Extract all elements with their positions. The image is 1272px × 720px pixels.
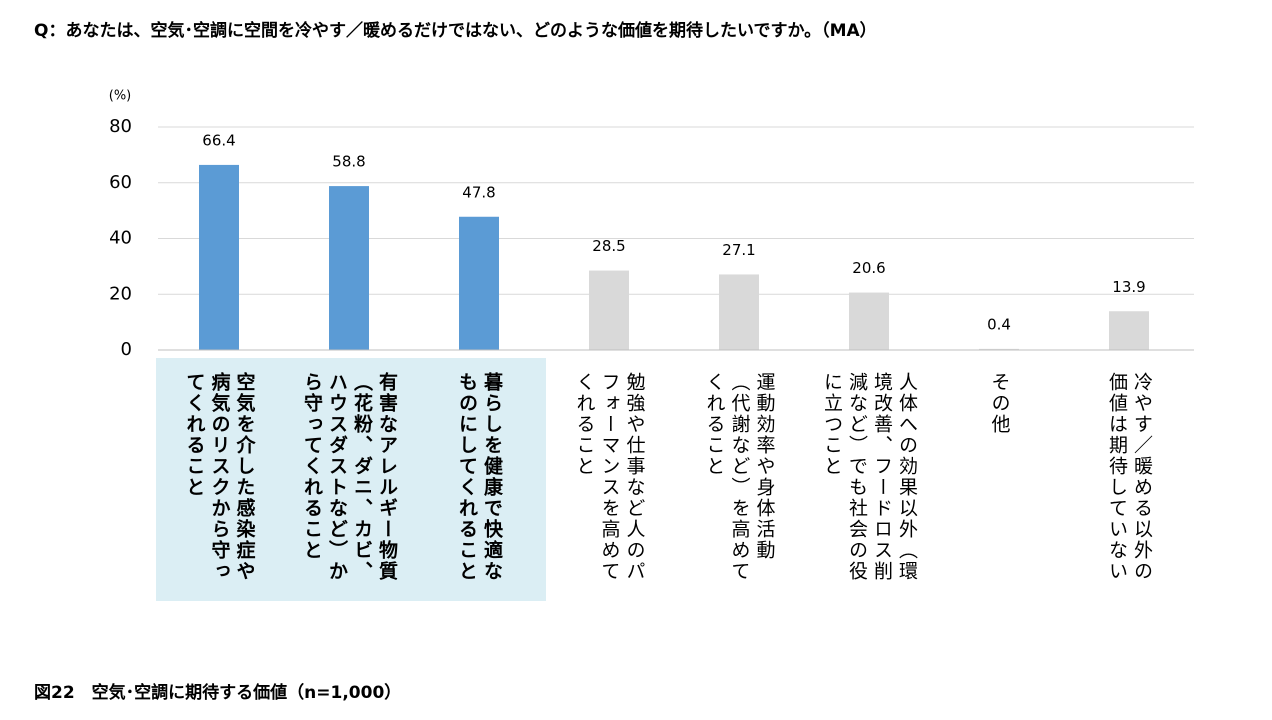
- data-label: 27.1: [722, 241, 755, 259]
- y-tick-label: 40: [109, 228, 132, 249]
- data-label: 13.9: [1112, 278, 1145, 296]
- bar: [459, 216, 499, 350]
- bar: [199, 164, 239, 350]
- x-tick-label: 勉強や仕事など人のパフォーマンスを高めてくれること: [573, 372, 646, 582]
- x-tick-label: その他: [988, 372, 1011, 435]
- bar: [1109, 311, 1149, 350]
- data-label: 0.4: [987, 315, 1011, 333]
- data-label: 58.8: [332, 153, 365, 171]
- data-label: 20.6: [852, 259, 885, 277]
- y-tick-label: 0: [121, 339, 132, 360]
- bar: [719, 274, 759, 350]
- highlight-box: [156, 358, 546, 601]
- data-label: 47.8: [462, 183, 495, 201]
- x-tick-label: 有害なアレルギー物質（花粉、ダニ、カビ、ハウスダストなど）から守ってくれること: [301, 372, 398, 582]
- y-tick-label: 20: [109, 283, 132, 304]
- x-tick-label: 暮らしを健康で快適なものにしてくれること: [456, 372, 503, 582]
- chart-title: Q：あなたは、空気･空調に空間を冷やす／暖めるだけではない、どのような価値を期待…: [34, 21, 877, 41]
- bar: [329, 186, 369, 350]
- x-tick-label: 人体への効果以外（環境改善、フードロス削減など）でも社会の役に立つこと: [821, 372, 918, 582]
- data-label: 66.4: [202, 131, 235, 149]
- x-tick-label: 空気を介した感染症や病気のリスクから守ってくれること: [183, 372, 256, 582]
- bar: [849, 292, 889, 350]
- data-label: 28.5: [592, 237, 625, 255]
- x-tick-label: 冷やす／暖める以外の価値は期待していない: [1106, 372, 1153, 582]
- y-tick-label: 60: [109, 172, 132, 193]
- bar: [979, 348, 1019, 350]
- bar: [589, 270, 629, 350]
- x-tick-label: 運動効率や身体活動（代謝など）を高めてくれること: [703, 372, 776, 582]
- y-unit: (%): [109, 89, 132, 104]
- caption: 図22 空気･空調に期待する価値（n=1,000）: [34, 683, 402, 703]
- y-tick-label: 80: [109, 116, 132, 137]
